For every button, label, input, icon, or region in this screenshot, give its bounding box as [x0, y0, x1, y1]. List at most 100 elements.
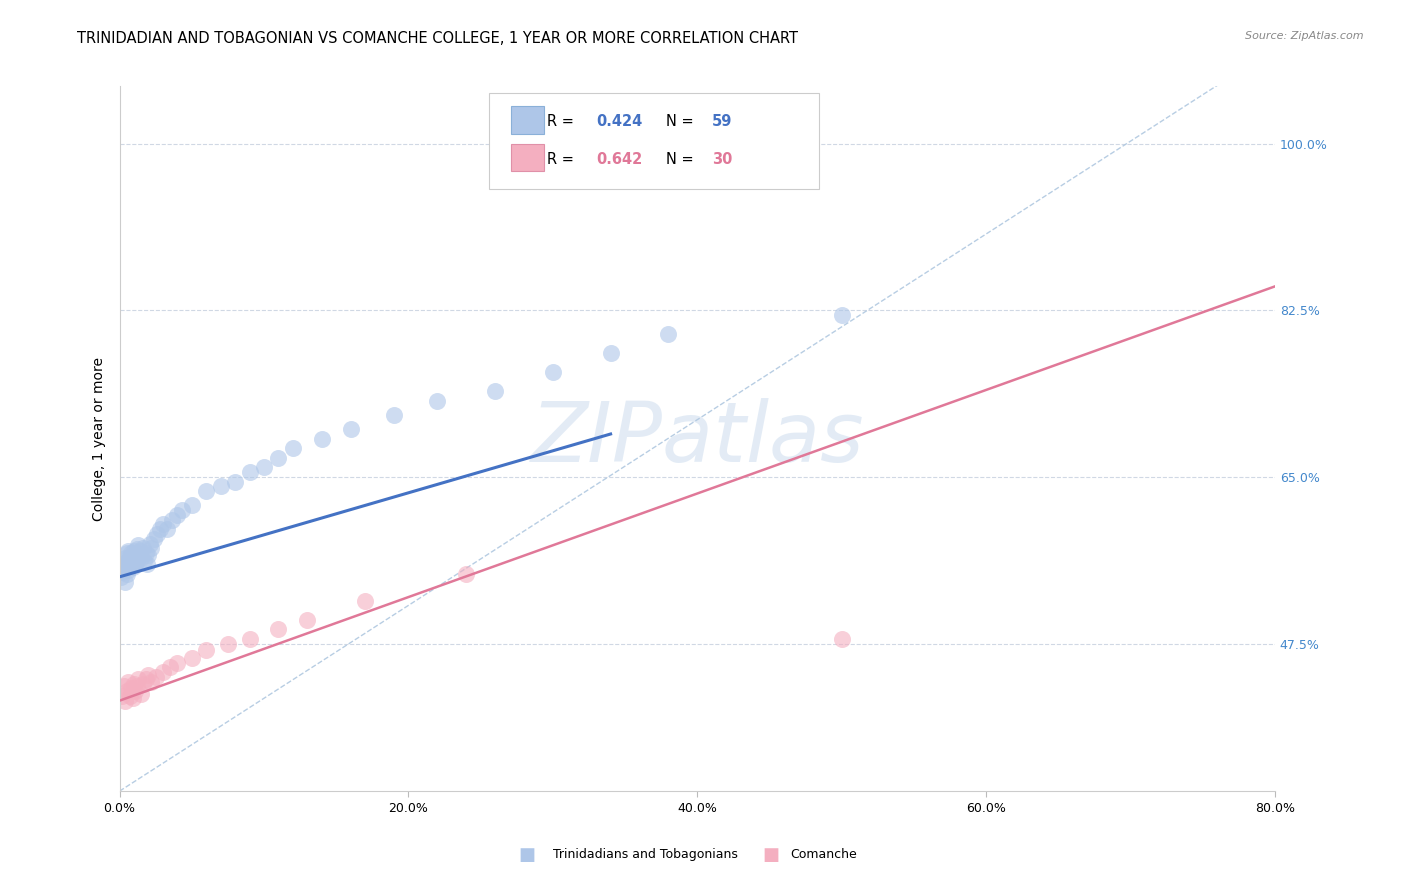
Point [382, 408, 405, 422]
Point [541, 365, 564, 379]
Point [170, 503, 193, 517]
Text: Comanche: Comanche [790, 848, 856, 861]
Point [238, 465, 260, 479]
FancyBboxPatch shape [512, 106, 544, 134]
Point [281, 442, 304, 456]
Point [195, 643, 218, 657]
Point [139, 536, 162, 550]
Point [120, 546, 142, 560]
FancyBboxPatch shape [512, 144, 544, 171]
Point [149, 522, 172, 536]
Point [195, 484, 218, 499]
Point [117, 563, 139, 577]
Text: N =: N = [666, 114, 699, 129]
Point [297, 613, 319, 627]
Point [125, 679, 148, 693]
Point [166, 508, 188, 522]
Point [456, 566, 478, 581]
Point [115, 546, 138, 560]
Text: Trinidadians and Tobagonians: Trinidadians and Tobagonians [553, 848, 737, 861]
Point [166, 656, 188, 670]
Point [112, 679, 135, 693]
Point [138, 668, 160, 682]
Point [120, 681, 142, 696]
Text: TRINIDADIAN AND TOBAGONIAN VS COMANCHE COLLEGE, 1 YEAR OR MORE CORRELATION CHART: TRINIDADIAN AND TOBAGONIAN VS COMANCHE C… [77, 31, 799, 46]
Point [135, 672, 157, 686]
Text: R =: R = [547, 114, 578, 129]
Point [831, 632, 853, 646]
Point [141, 541, 163, 556]
Point [311, 432, 333, 446]
Point [267, 450, 290, 465]
Point [118, 559, 141, 574]
Text: ZIPatlas: ZIPatlas [530, 398, 865, 479]
Point [120, 556, 142, 570]
Point [146, 527, 169, 541]
Y-axis label: College, 1 year or more: College, 1 year or more [93, 357, 107, 521]
Point [136, 558, 159, 572]
Point [117, 554, 139, 568]
Point [267, 622, 290, 636]
Point [118, 689, 141, 703]
Point [129, 550, 152, 565]
Point [121, 548, 143, 562]
Point [209, 479, 232, 493]
Point [128, 544, 150, 558]
Point [114, 693, 136, 707]
Point [122, 544, 145, 558]
Point [831, 308, 853, 322]
Text: N =: N = [666, 152, 699, 167]
Point [115, 566, 138, 581]
Point [114, 550, 136, 565]
Point [238, 632, 260, 646]
Point [253, 460, 276, 475]
Point [135, 546, 157, 560]
Point [111, 565, 134, 579]
Point [657, 326, 679, 341]
Text: 30: 30 [713, 152, 733, 167]
Point [122, 556, 145, 570]
Point [143, 532, 166, 546]
Point [124, 558, 146, 572]
Point [354, 593, 377, 607]
Point [114, 574, 136, 589]
Point [121, 690, 143, 705]
Point [426, 393, 449, 408]
Point [224, 475, 246, 489]
Point [110, 570, 132, 584]
Point [127, 672, 149, 686]
Point [138, 548, 160, 562]
Point [115, 684, 138, 698]
Point [152, 665, 174, 679]
Point [152, 517, 174, 532]
Text: ■: ■ [762, 846, 779, 863]
Text: 0.642: 0.642 [596, 152, 643, 167]
Point [127, 538, 149, 552]
Point [131, 541, 153, 556]
Point [141, 674, 163, 689]
Text: 59: 59 [713, 114, 733, 129]
Point [599, 346, 621, 360]
Point [124, 684, 146, 698]
FancyBboxPatch shape [489, 94, 818, 188]
Point [159, 660, 181, 674]
Point [160, 513, 183, 527]
Point [122, 677, 145, 691]
Point [115, 558, 138, 572]
Point [339, 422, 361, 436]
Point [217, 636, 239, 650]
Point [132, 554, 155, 568]
Text: R =: R = [547, 152, 578, 167]
Point [117, 544, 139, 558]
Point [111, 689, 134, 703]
Text: 0.424: 0.424 [596, 114, 643, 129]
Point [112, 560, 135, 574]
Point [484, 384, 506, 398]
Text: ■: ■ [519, 846, 536, 863]
Point [180, 650, 202, 665]
Point [121, 560, 143, 574]
Point [112, 556, 135, 570]
Point [125, 554, 148, 568]
Text: Source: ZipAtlas.com: Source: ZipAtlas.com [1246, 31, 1364, 41]
Point [131, 677, 153, 691]
